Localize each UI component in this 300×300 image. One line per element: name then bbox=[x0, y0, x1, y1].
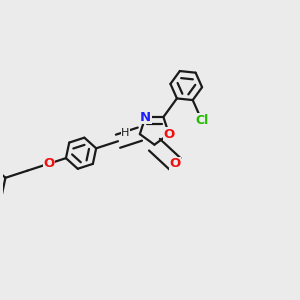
Text: O: O bbox=[169, 157, 181, 170]
Text: Cl: Cl bbox=[195, 114, 208, 127]
Text: N: N bbox=[140, 110, 151, 124]
Text: H: H bbox=[121, 128, 130, 138]
Text: O: O bbox=[164, 128, 175, 141]
Text: O: O bbox=[44, 157, 55, 170]
